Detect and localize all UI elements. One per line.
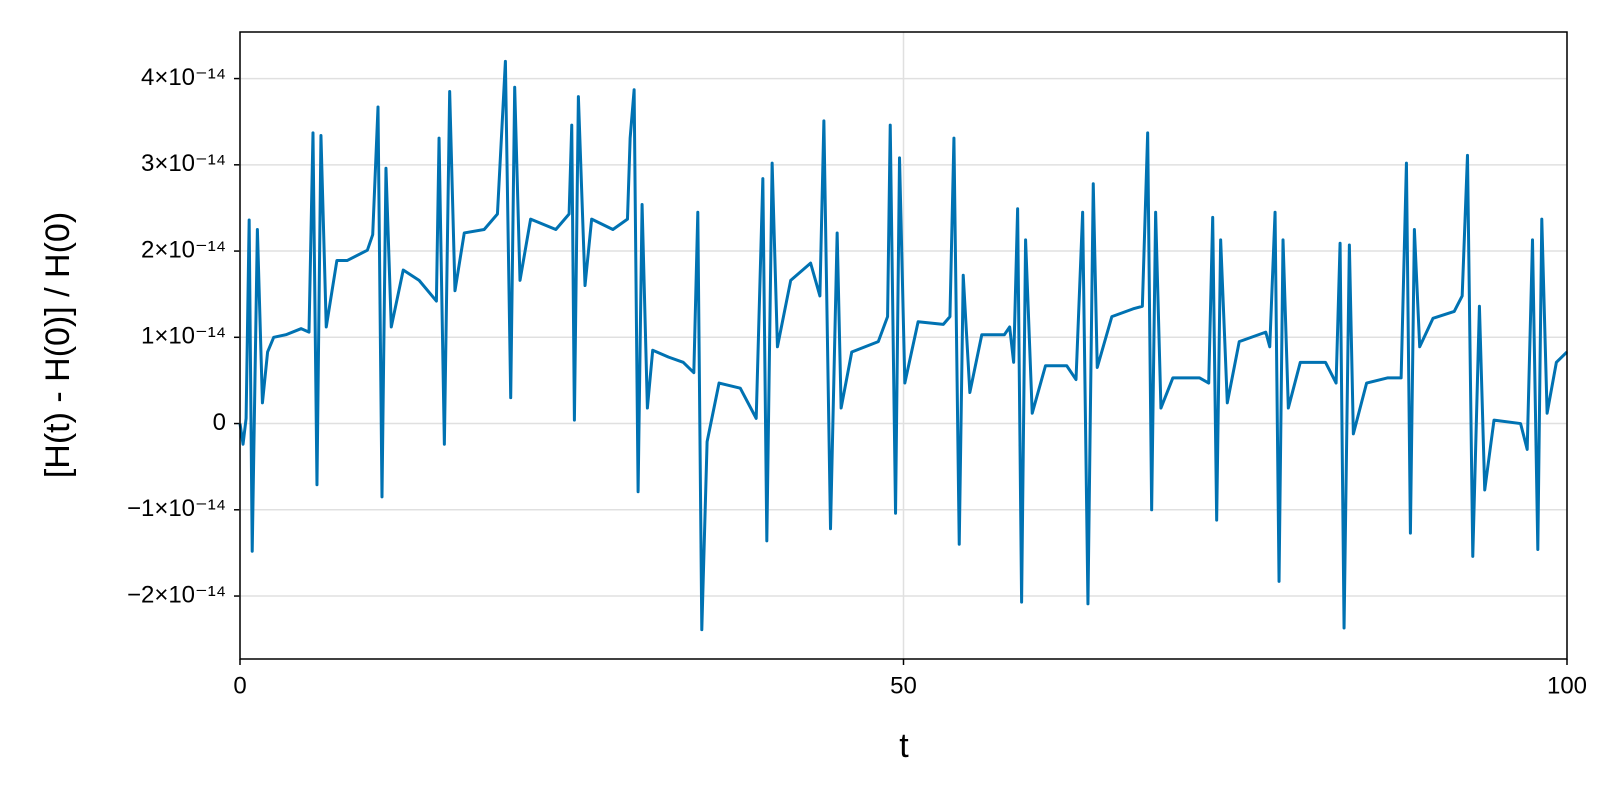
y-tick-label: −1×10⁻¹⁴ <box>127 495 226 522</box>
plot-frame <box>239 31 1568 660</box>
y-tick-label: 3×10⁻¹⁴ <box>141 150 226 177</box>
x-tick-label: 50 <box>890 672 917 699</box>
data-line <box>238 59 1569 632</box>
x-tick-label: 0 <box>233 672 246 699</box>
y-tick-label: 1×10⁻¹⁴ <box>141 323 226 350</box>
x-axis-label: t <box>899 727 909 765</box>
y-tick-label: 0 <box>213 409 226 436</box>
y-axis-label: [H(t) - H(0)] / H(0) <box>39 212 77 478</box>
y-tick-label: 4×10⁻¹⁴ <box>141 64 226 91</box>
x-tick-label: 100 <box>1547 672 1587 699</box>
y-tick-label: −2×10⁻¹⁴ <box>127 581 226 608</box>
y-tick-label: 2×10⁻¹⁴ <box>141 236 226 263</box>
